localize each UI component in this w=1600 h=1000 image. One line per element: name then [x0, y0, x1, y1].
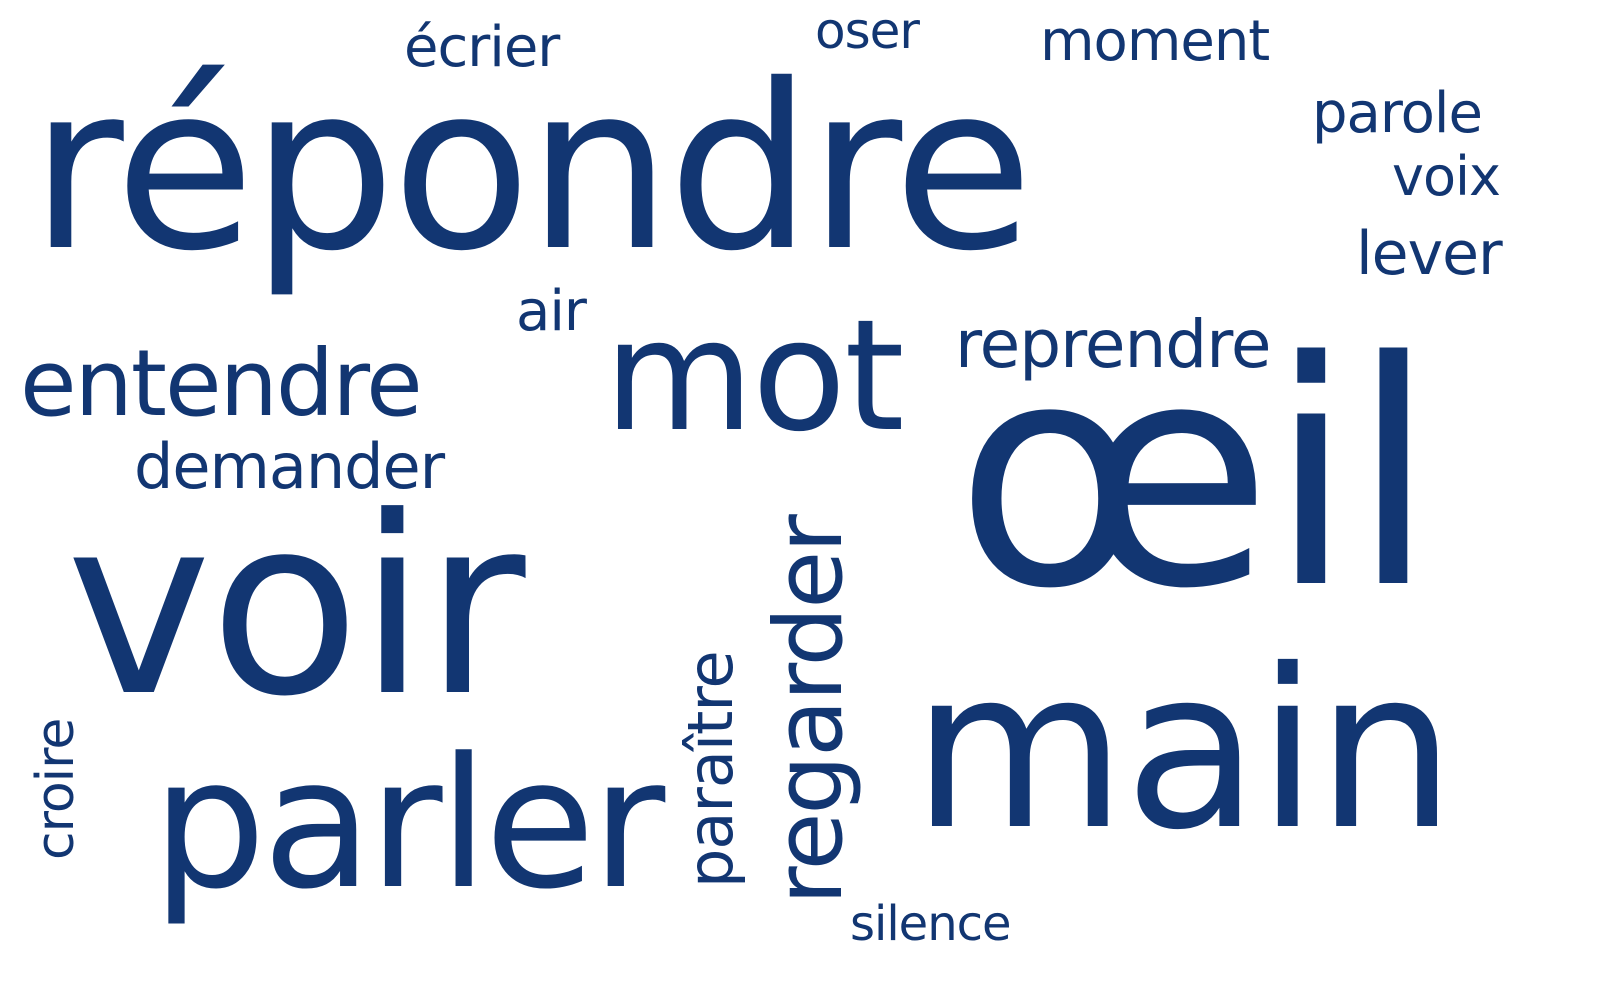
word-repondre: répondre — [30, 35, 1033, 301]
word-voir: voir — [66, 465, 526, 751]
word-air: air — [516, 279, 587, 344]
word-oser: oser — [815, 2, 920, 60]
word-croire: croire — [26, 718, 86, 860]
word-regarder: regarder — [755, 516, 864, 905]
word-entendre: entendre — [20, 330, 423, 437]
word-reprendre: reprendre — [955, 306, 1271, 383]
word-oeil: œil — [955, 296, 1436, 657]
word-parole: parole — [1312, 81, 1483, 146]
word-parler: parler — [152, 720, 665, 929]
word-moment: moment — [1040, 9, 1270, 74]
word-voix: voix — [1392, 145, 1501, 208]
word-lever: lever — [1356, 219, 1503, 289]
word-silence: silence — [850, 896, 1012, 952]
word-ecrier: écrier — [404, 15, 560, 80]
word-paraitre: paraître — [674, 651, 747, 888]
word-mot: mot — [604, 287, 905, 466]
word-demander: demander — [134, 430, 445, 503]
word-main: main — [912, 622, 1456, 878]
